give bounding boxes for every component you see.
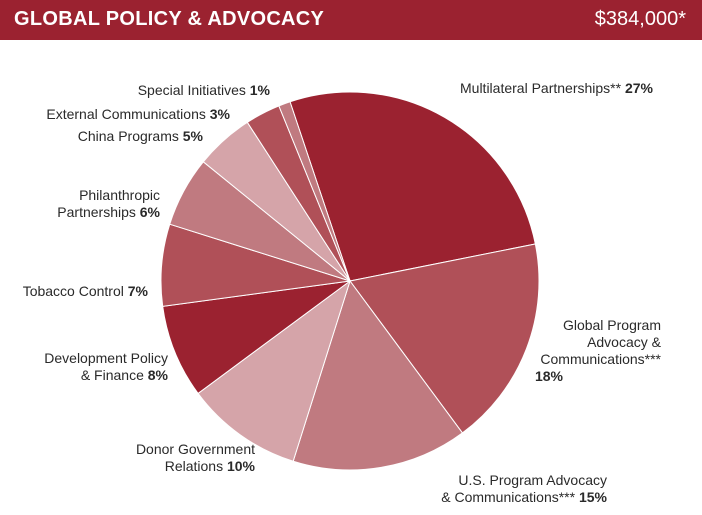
page-title: GLOBAL POLICY & ADVOCACY <box>14 8 325 30</box>
total-amount: $384,000* <box>594 8 686 30</box>
header-bar: GLOBAL POLICY & ADVOCACY $384,000* <box>0 0 702 40</box>
slice-label-6: Philanthropic Partnerships 6% <box>57 187 160 220</box>
slice-label-9: Special Initiatives 1% <box>138 82 271 98</box>
slice-label-line: Philanthropic <box>79 187 160 203</box>
pie-slice-0 <box>289 91 536 282</box>
slice-label-line: Development Policy <box>44 350 168 366</box>
slice-label-4: Development Policy & Finance 8% <box>44 350 168 383</box>
slice-label-line: Relations <box>165 458 227 474</box>
slice-label-line: U.S. Program Advocacy <box>458 472 607 488</box>
slice-label-line: External Communications <box>46 106 209 122</box>
slice-percent: 6% <box>140 204 161 220</box>
slice-label-line: Multilateral Partnerships** <box>460 80 625 96</box>
slice-label-line: Communications*** <box>540 351 661 367</box>
pie-slice-9 <box>278 101 351 282</box>
slice-label-line: & Communications*** <box>441 489 579 505</box>
slice-label-1: Global Program Advocacy & Communications**… <box>535 317 662 384</box>
pie-slice-4 <box>162 280 351 395</box>
slice-label-line: China Programs <box>78 128 183 144</box>
pie-labels: Multilateral Partnerships** 27% Global Pr… <box>23 80 662 505</box>
slice-label-0: Multilateral Partnerships** 27% <box>460 80 654 96</box>
pie-slice-1 <box>349 243 540 434</box>
slice-label-line: Partnerships <box>57 204 139 220</box>
slice-label-5: Tobacco Control 7% <box>23 283 149 299</box>
slice-percent: 7% <box>128 283 149 299</box>
slice-percent: 5% <box>183 128 204 144</box>
slice-label-3: Donor Government Relations 10% <box>136 441 256 474</box>
slice-label-7: China Programs 5% <box>78 128 204 144</box>
slice-percent: 18% <box>535 368 564 384</box>
slice-percent: 15% <box>579 489 608 505</box>
pie-slice-3 <box>197 279 351 462</box>
pie-slices <box>160 91 540 471</box>
slice-label-line: Advocacy & <box>587 334 662 350</box>
slice-percent: 1% <box>250 82 271 98</box>
slice-percent: 27% <box>625 80 654 96</box>
slice-label-line: Donor Government <box>136 441 255 457</box>
slice-label-8: External Communications 3% <box>46 106 230 122</box>
slice-label-line: & Finance <box>81 367 148 383</box>
slice-label-line: Special Initiatives <box>138 82 250 98</box>
slice-percent: 10% <box>227 458 256 474</box>
slice-percent: 8% <box>148 367 169 383</box>
slice-percent: 3% <box>210 106 231 122</box>
slice-label-line: Global Program <box>563 317 661 333</box>
slice-label-line: Tobacco Control <box>23 283 128 299</box>
slice-label-2: U.S. Program Advocacy & Communications***… <box>441 472 607 505</box>
